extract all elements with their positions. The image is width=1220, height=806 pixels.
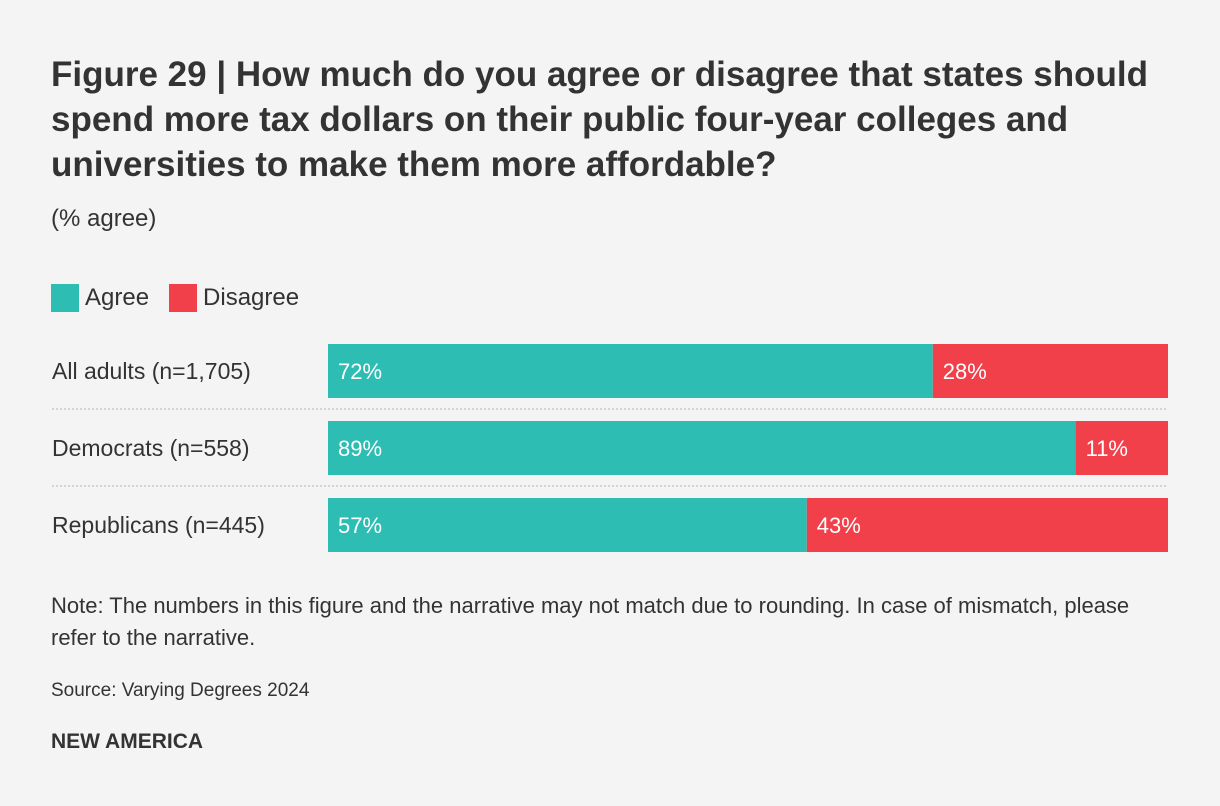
data-label-agree: 57% <box>338 513 382 538</box>
chart-title: Figure 29 | How much do you agree or dis… <box>51 55 1148 184</box>
bar-disagree <box>806 498 1168 552</box>
stacked-bar-chart: All adults (n=1,705) 72% 28% Democrats (n=5… <box>52 344 1168 552</box>
category-label: Republicans (n=445) <box>52 512 265 538</box>
legend-item-disagree: Disagree <box>169 284 299 312</box>
chart-note: Note: The numbers in this figure and the… <box>51 593 1130 650</box>
category-label: All adults (n=1,705) <box>52 358 251 384</box>
bar-agree <box>328 344 933 398</box>
bar-disagree <box>1075 421 1168 475</box>
chart-legend: Agree Disagree <box>51 284 319 312</box>
legend-label-agree: Agree <box>85 284 150 311</box>
chart-source: Source: Varying Degrees 2024 <box>51 680 310 701</box>
data-label-disagree: 28% <box>943 359 987 384</box>
legend-swatch-disagree <box>169 284 198 312</box>
brand-logo: NEW AMERICA <box>51 730 204 753</box>
bar-disagree <box>932 344 1168 398</box>
bar-agree <box>328 498 807 552</box>
bar-agree <box>328 421 1076 475</box>
legend-label-disagree: Disagree <box>203 284 300 311</box>
legend-swatch-agree <box>51 284 79 312</box>
data-label-disagree: 11% <box>1086 436 1128 461</box>
data-label-disagree: 43% <box>817 513 861 538</box>
chart-subtitle: (% agree) <box>51 205 157 232</box>
category-label: Democrats (n=558) <box>52 435 250 461</box>
legend-item-agree: Agree <box>51 284 149 312</box>
data-label-agree: 89% <box>338 436 382 461</box>
data-label-agree: 72% <box>338 359 382 384</box>
